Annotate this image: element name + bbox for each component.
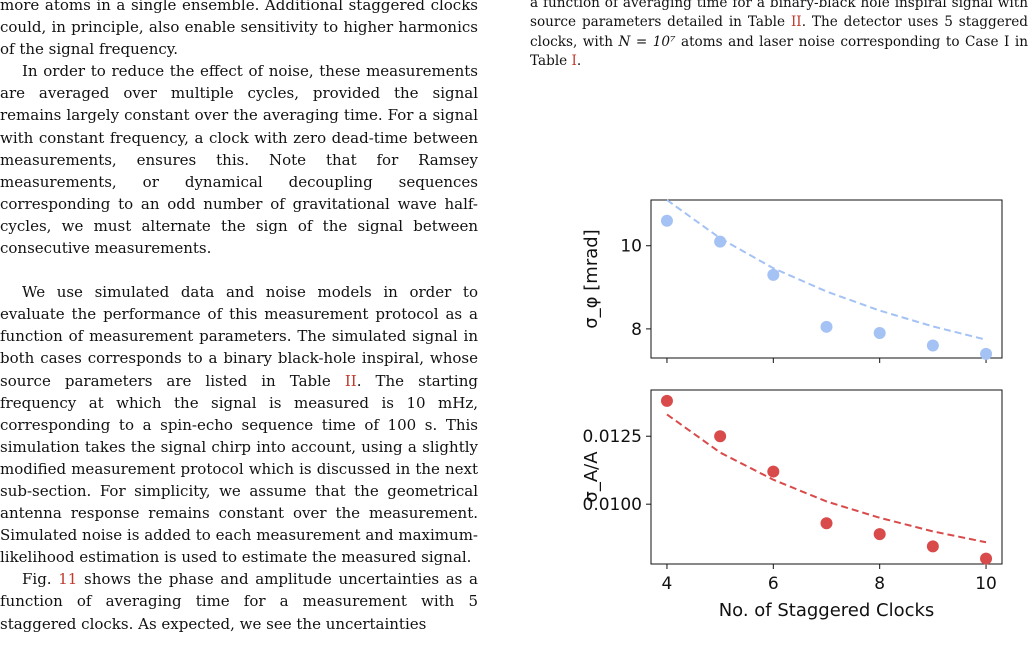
left-text-column: more atoms in a single ensemble. Additio…	[0, 0, 478, 635]
data-point-1-1	[714, 430, 727, 443]
caption-math: N = 10⁷	[618, 33, 676, 50]
data-point-1-3	[820, 517, 833, 530]
data-point-1-5	[926, 540, 939, 553]
paragraph-3-text-b: shows the phase and amplitude uncertaint…	[0, 570, 478, 633]
paragraph-3: Fig. 11 shows the phase and amplitude un…	[0, 568, 478, 634]
x-axis-label: No. of Staggered Clocks	[719, 600, 935, 620]
x-tick-label-2: 8	[874, 574, 885, 594]
y-axis-label-0: σ_φ [mrad]	[581, 229, 602, 328]
figure-caption: a function of averaging time for a binar…	[530, 0, 1028, 71]
panel-frame-0	[650, 199, 1003, 359]
caption-text-b: . The detector uses 5 staggered clocks, …	[530, 14, 1028, 50]
data-point-1-6	[980, 552, 993, 565]
paragraph-0: more atoms in a single ensemble. Additio…	[0, 0, 478, 59]
data-point-0-0	[660, 214, 673, 227]
data-point-0-4	[873, 327, 886, 340]
caption-text-c: atoms and laser noise corresponding to C…	[530, 33, 1028, 69]
data-point-0-1	[714, 235, 727, 248]
fit-curve-1	[666, 413, 987, 544]
chart-svg: 8 10 σ_φ [mrad] 0.0100 0.0125 σ_A/A 4 6 8 10 No. o…	[581, 199, 1003, 621]
caption-text-d: .	[576, 52, 582, 69]
paragraph-2-text-b: . The starting frequency at which the si…	[0, 371, 478, 567]
data-point-0-5	[926, 339, 939, 352]
paragraph-2: We use simulated data and noise models i…	[0, 281, 478, 568]
x-tick-label-3: 10	[975, 574, 997, 594]
data-point-1-2	[767, 465, 780, 478]
data-point-0-3	[820, 320, 833, 333]
data-point-0-6	[980, 347, 993, 360]
x-tick-label-0: 4	[662, 574, 673, 594]
paragraph-2-text-a: We use simulated data and noise models i…	[0, 283, 478, 390]
figure: 8 10 σ_φ [mrad] 0.0100 0.0125 σ_A/A 4 6 8 10 No. o…	[535, 190, 1025, 624]
y-tick-label-1-1: 0.0125	[583, 427, 642, 447]
paragraph-1: In order to reduce the effect of noise, …	[0, 62, 478, 258]
data-point-1-4	[873, 528, 886, 541]
y-tick-label-1-0: 0.0100	[583, 495, 642, 515]
data-point-1-0	[660, 394, 673, 407]
y-tick-label-0-0: 8	[631, 320, 642, 340]
x-tick-label-1: 6	[768, 574, 779, 594]
paragraph-3-text-a: Fig.	[22, 570, 59, 589]
figure-ref-link[interactable]: 11	[58, 570, 78, 589]
panel-frame-1	[650, 389, 1003, 565]
y-tick-label-0-1: 10	[620, 237, 642, 257]
fit-curve-0	[666, 199, 987, 341]
y-axis-label-1: σ_A/A	[581, 451, 602, 503]
table-ref-link[interactable]: II	[344, 371, 357, 390]
data-point-0-2	[767, 268, 780, 281]
caption-table-ref-2[interactable]: I	[571, 52, 577, 69]
caption-table-ref[interactable]: II	[790, 14, 802, 31]
caption-text-a: a function of averaging time for a binar…	[530, 0, 1028, 31]
